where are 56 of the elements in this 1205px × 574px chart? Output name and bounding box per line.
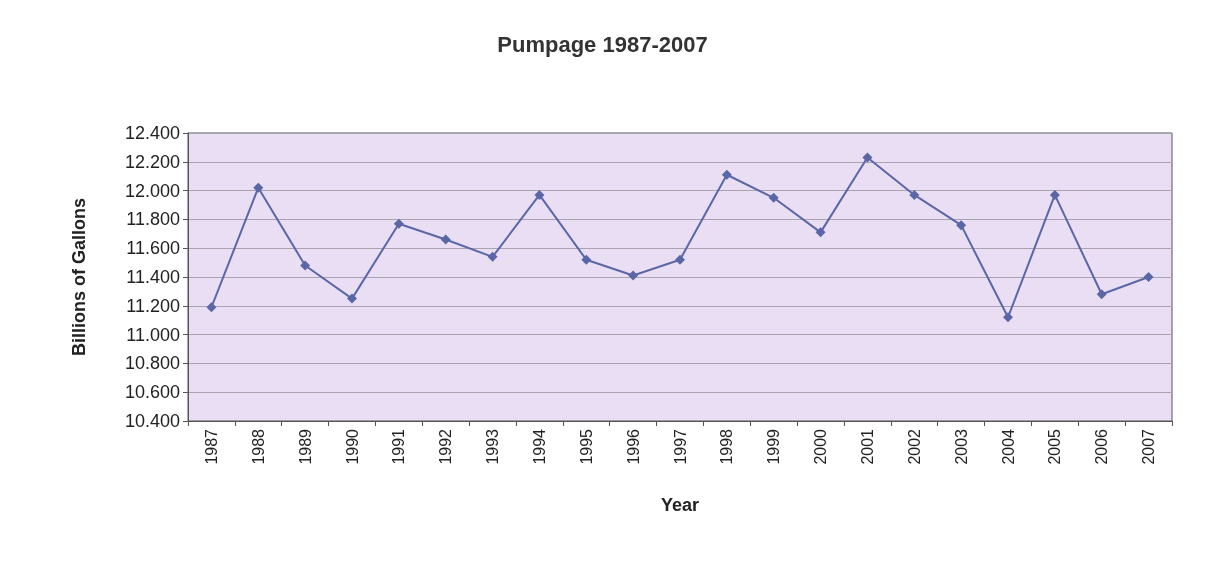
- point: [1003, 312, 1013, 323]
- point: [581, 254, 592, 265]
- y-axis-title: Billions of Gallons: [69, 197, 89, 357]
- point: [768, 192, 779, 203]
- point: [1096, 289, 1107, 300]
- x-tick-label: 2002: [905, 428, 923, 465]
- point: [815, 227, 826, 238]
- point: [440, 234, 451, 245]
- x-tick-label: 2006: [1093, 428, 1111, 465]
- x-axis-title: Year: [660, 495, 700, 515]
- point: [487, 251, 498, 262]
- y-tick-label: 12.000: [124, 180, 180, 201]
- point: [1143, 272, 1154, 282]
- y-tick-label: 10.400: [124, 411, 180, 431]
- point: [862, 152, 873, 163]
- x-tick-label: 1988: [249, 428, 267, 465]
- point: [393, 218, 404, 229]
- point: [1049, 189, 1060, 200]
- y-tick-label: 10.800: [124, 353, 180, 374]
- x-tick-label: 1996: [624, 428, 642, 465]
- y-tick-label: 11.800: [126, 209, 180, 230]
- x-tick-label: 1987: [202, 428, 220, 465]
- point: [909, 189, 920, 200]
- x-tick-label: 1999: [765, 428, 783, 465]
- point: [675, 254, 685, 265]
- x-tick-label: 1995: [577, 428, 595, 465]
- point: [253, 182, 264, 193]
- y-tick-label: 10.600: [124, 382, 180, 403]
- x-tick-label: 1989: [296, 428, 314, 465]
- x-tick-label: 1990: [343, 428, 361, 465]
- chart-title: Pumpage 1987-2007: [497, 31, 708, 57]
- x-tick-label: 2001: [858, 428, 876, 465]
- x-tick-label: 1997: [671, 428, 689, 465]
- x-tick-label: 1998: [718, 428, 736, 465]
- point: [721, 169, 732, 180]
- x-tick-label: 2005: [1046, 428, 1064, 465]
- y-tick-label: 12.400: [124, 123, 180, 143]
- point: [628, 270, 639, 281]
- x-tick-label: 2003: [952, 428, 970, 465]
- y-tick-label: 11.400: [126, 267, 180, 287]
- x-tick-label: 1991: [390, 428, 408, 465]
- x-tick-label: 2004: [999, 428, 1017, 465]
- y-tick-label: 11.200: [126, 295, 180, 316]
- point: [206, 302, 217, 313]
- y-tick-label: 12.200: [124, 151, 180, 172]
- point: [347, 293, 357, 304]
- y-tick-label: 11.000: [126, 324, 180, 345]
- x-tick-label: 2007: [1140, 428, 1158, 465]
- x-tick-label: 2000: [812, 428, 830, 465]
- x-tick-label: 1993: [484, 428, 502, 465]
- x-tick-label: 1992: [437, 428, 455, 465]
- y-tick-label: 11.600: [126, 238, 180, 259]
- x-tick-label: 1994: [530, 428, 548, 465]
- point: [534, 189, 545, 200]
- point: [956, 220, 967, 231]
- point: [300, 260, 311, 271]
